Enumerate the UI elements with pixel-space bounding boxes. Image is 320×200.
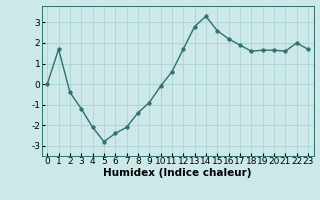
- X-axis label: Humidex (Indice chaleur): Humidex (Indice chaleur): [103, 168, 252, 178]
